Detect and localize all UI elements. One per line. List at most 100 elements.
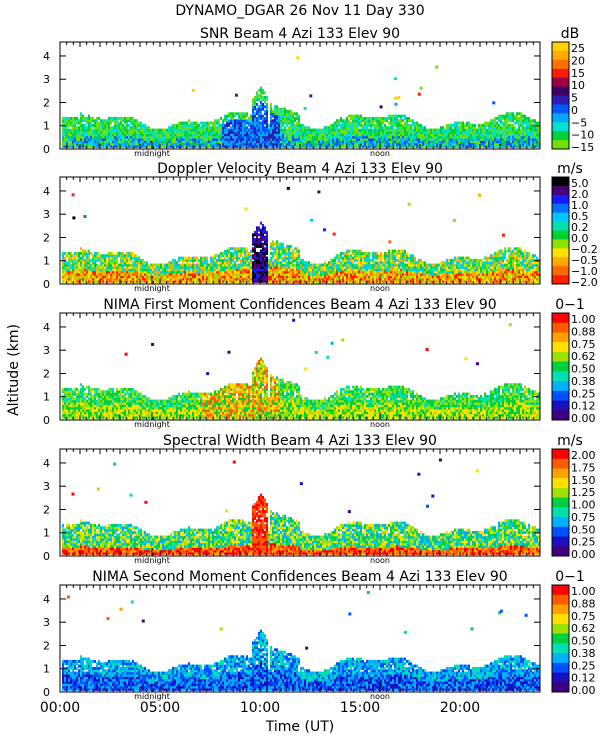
heatmap-cell <box>492 137 494 141</box>
heatmap-cell <box>130 137 132 141</box>
heatmap-cell <box>74 275 76 279</box>
heatmap-cell <box>196 123 198 127</box>
heatmap-cell <box>316 137 318 141</box>
heatmap-cell <box>426 135 428 139</box>
heatmap-cell <box>348 123 350 127</box>
heatmap-cell <box>232 123 234 127</box>
heatmap-cell <box>482 144 484 148</box>
heatmap-cell <box>258 237 260 241</box>
heatmap-cell <box>188 263 190 267</box>
heatmap-cell <box>260 135 262 139</box>
heatmap-cell <box>268 133 270 137</box>
heatmap-cell <box>228 277 230 281</box>
heatmap-cell <box>156 265 158 269</box>
heatmap-cell <box>188 119 190 123</box>
heatmap-cell <box>444 128 446 132</box>
heatmap-cell <box>324 142 326 146</box>
heatmap-cell <box>426 142 428 146</box>
heatmap-cell <box>120 270 122 274</box>
heatmap-cell <box>204 272 206 276</box>
heatmap-cell <box>342 133 344 137</box>
heatmap-cell <box>316 135 318 139</box>
heatmap-cell <box>224 135 226 139</box>
heatmap-cell <box>392 119 394 123</box>
heatmap-cell <box>492 140 494 144</box>
heatmap-cell <box>506 135 508 139</box>
heatmap-cell <box>204 256 206 260</box>
heatmap-cell <box>394 96 398 100</box>
heatmap-cell <box>84 119 86 123</box>
heatmap-cell <box>80 268 82 272</box>
heatmap-cell <box>104 263 106 267</box>
heatmap-cell <box>482 135 484 139</box>
heatmap-cell <box>192 140 194 144</box>
y-tick-label: 4 <box>43 50 50 63</box>
heatmap-cell <box>222 268 224 272</box>
heatmap-cell <box>214 279 216 283</box>
heatmap-cell <box>126 128 128 132</box>
heatmap-cell <box>254 102 256 106</box>
heatmap-cell <box>272 137 274 141</box>
heatmap-cell <box>254 121 256 125</box>
heatmap-cell <box>300 144 302 148</box>
heatmap-cell <box>166 263 168 267</box>
heatmap-cell <box>220 142 222 146</box>
heatmap-cell <box>96 256 98 260</box>
heatmap-cell <box>228 251 230 255</box>
heatmap-cell <box>194 126 196 130</box>
heatmap-cell <box>338 144 340 148</box>
heatmap-cell <box>192 135 194 139</box>
heatmap-cell <box>338 140 340 144</box>
heatmap-cell <box>168 133 170 137</box>
heatmap-cell <box>140 268 142 272</box>
heatmap-cell <box>242 114 244 118</box>
heatmap-cell <box>316 130 318 134</box>
heatmap-cell <box>130 270 132 274</box>
heatmap-cell <box>500 130 502 134</box>
heatmap-cell <box>236 270 238 274</box>
heatmap-cell <box>84 142 86 146</box>
heatmap-cell <box>282 140 284 144</box>
heatmap-cell <box>130 116 132 120</box>
heatmap-cell <box>356 126 358 130</box>
heatmap-cell <box>532 123 534 127</box>
heatmap-cell <box>340 144 342 148</box>
heatmap-cell <box>108 130 110 134</box>
heatmap-cell <box>222 126 224 130</box>
heatmap-cell <box>372 119 374 123</box>
heatmap-cell <box>376 130 378 134</box>
heatmap-cell <box>294 123 296 127</box>
heatmap-cell <box>78 137 80 141</box>
heatmap-cell <box>68 265 70 269</box>
heatmap-cell <box>410 128 412 132</box>
heatmap-cell <box>438 137 440 141</box>
heatmap-cell <box>362 135 364 139</box>
heatmap-cell <box>108 137 110 141</box>
heatmap-cell <box>336 123 338 127</box>
heatmap-cell <box>118 140 120 144</box>
heatmap-cell <box>148 270 150 274</box>
heatmap-cell <box>156 144 158 148</box>
heatmap-cell <box>434 140 436 144</box>
heatmap-cell <box>274 130 276 134</box>
heatmap-cell <box>246 254 248 258</box>
heatmap-cell <box>196 135 198 139</box>
heatmap-cell <box>336 254 338 258</box>
heatmap-cell <box>460 142 462 146</box>
heatmap-cell <box>516 112 518 116</box>
heatmap-cell <box>134 123 136 127</box>
heatmap-cell <box>248 121 250 125</box>
heatmap-cell <box>166 265 168 269</box>
heatmap-cell <box>106 126 108 130</box>
heatmap-cell <box>190 123 192 127</box>
heatmap-cell <box>314 140 316 144</box>
heatmap-cell <box>140 263 142 267</box>
heatmap-cell <box>164 279 166 283</box>
heatmap-cell <box>416 130 418 134</box>
heatmap-cell <box>230 256 232 260</box>
heatmap-cell <box>236 142 238 146</box>
heatmap-cell <box>418 135 420 139</box>
heatmap-cell <box>92 258 94 262</box>
heatmap-cell <box>350 116 352 120</box>
heatmap-cell <box>94 275 96 279</box>
